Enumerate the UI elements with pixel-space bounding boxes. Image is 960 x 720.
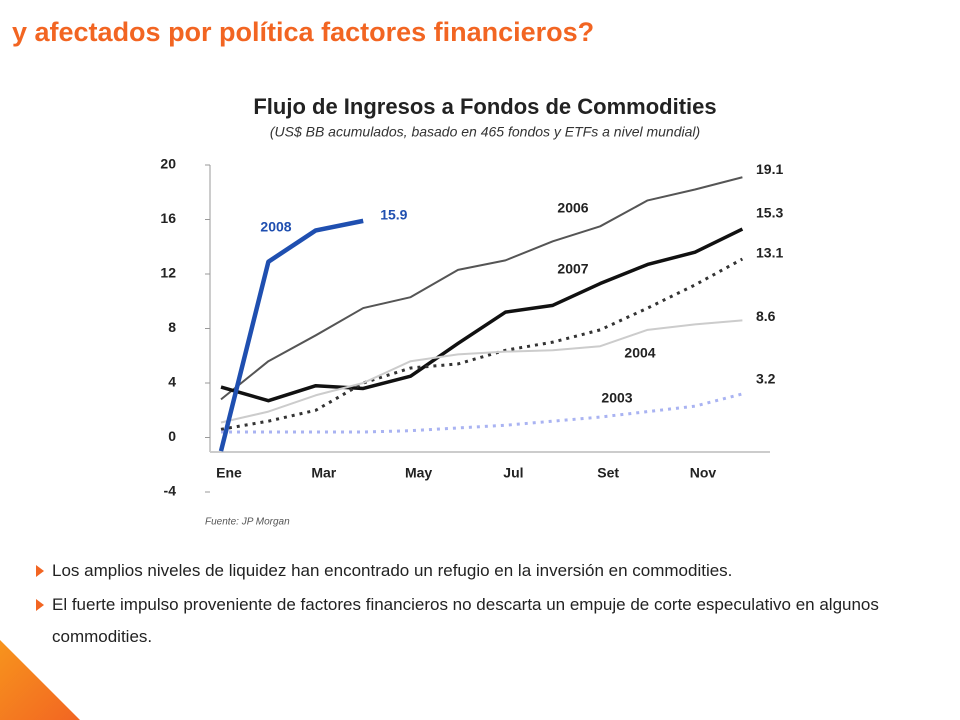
series-name-label: 2006: [557, 200, 588, 216]
y-tick-label: 16: [160, 210, 176, 226]
slide-title: y afectados por política factores financ…: [12, 17, 594, 47]
series-line: [220, 257, 744, 431]
chart-title: Flujo de Ingresos a Fondos de Commoditie…: [253, 94, 716, 119]
series-name-label: 2004: [624, 345, 655, 361]
chart-subtitle: (US$ BB acumulados, basado en 465 fondos…: [270, 124, 700, 140]
series-line: [220, 176, 743, 401]
series-line: [218, 218, 364, 452]
series-name-label: 2008: [260, 219, 291, 235]
series-name-label: 2007: [557, 261, 588, 277]
y-tick-label: 20: [160, 156, 176, 172]
series-name-label: 2003: [601, 390, 632, 406]
series-line: [221, 392, 743, 434]
end-value-label: 8.6: [756, 308, 776, 324]
series-line: [220, 227, 744, 403]
x-tick-label: Nov: [690, 465, 717, 481]
y-tick-label: 8: [168, 319, 176, 335]
bullet: Los amplios niveles de liquidez han enco…: [36, 555, 912, 587]
bullet-text: Los amplios niveles de liquidez han enco…: [52, 561, 733, 580]
y-tick-label: 12: [160, 265, 176, 281]
x-tick-label: Jul: [503, 465, 523, 481]
end-value-label: 19.1: [756, 161, 783, 177]
corner-decoration: [0, 640, 80, 720]
x-tick-label: Set: [597, 465, 619, 481]
bullet-text: El fuerte impulso proveniente de factore…: [52, 595, 879, 646]
x-tick-label: May: [405, 465, 432, 481]
bullet: El fuerte impulso proveniente de factore…: [36, 589, 882, 653]
x-tick-label: Mar: [311, 465, 336, 481]
end-value-label: 13.1: [756, 245, 783, 261]
x-tick-label: Ene: [216, 465, 242, 481]
end-value-label: 15.9: [380, 207, 407, 223]
series-line: [220, 319, 743, 424]
source: Fuente: JP Morgan: [205, 517, 290, 528]
end-value-label: 3.2: [756, 371, 776, 387]
y-tick-label: 4: [168, 374, 176, 390]
y-tick-label: -4: [164, 483, 177, 499]
y-tick-label: 0: [168, 428, 176, 444]
end-value-label: 15.3: [756, 205, 783, 221]
